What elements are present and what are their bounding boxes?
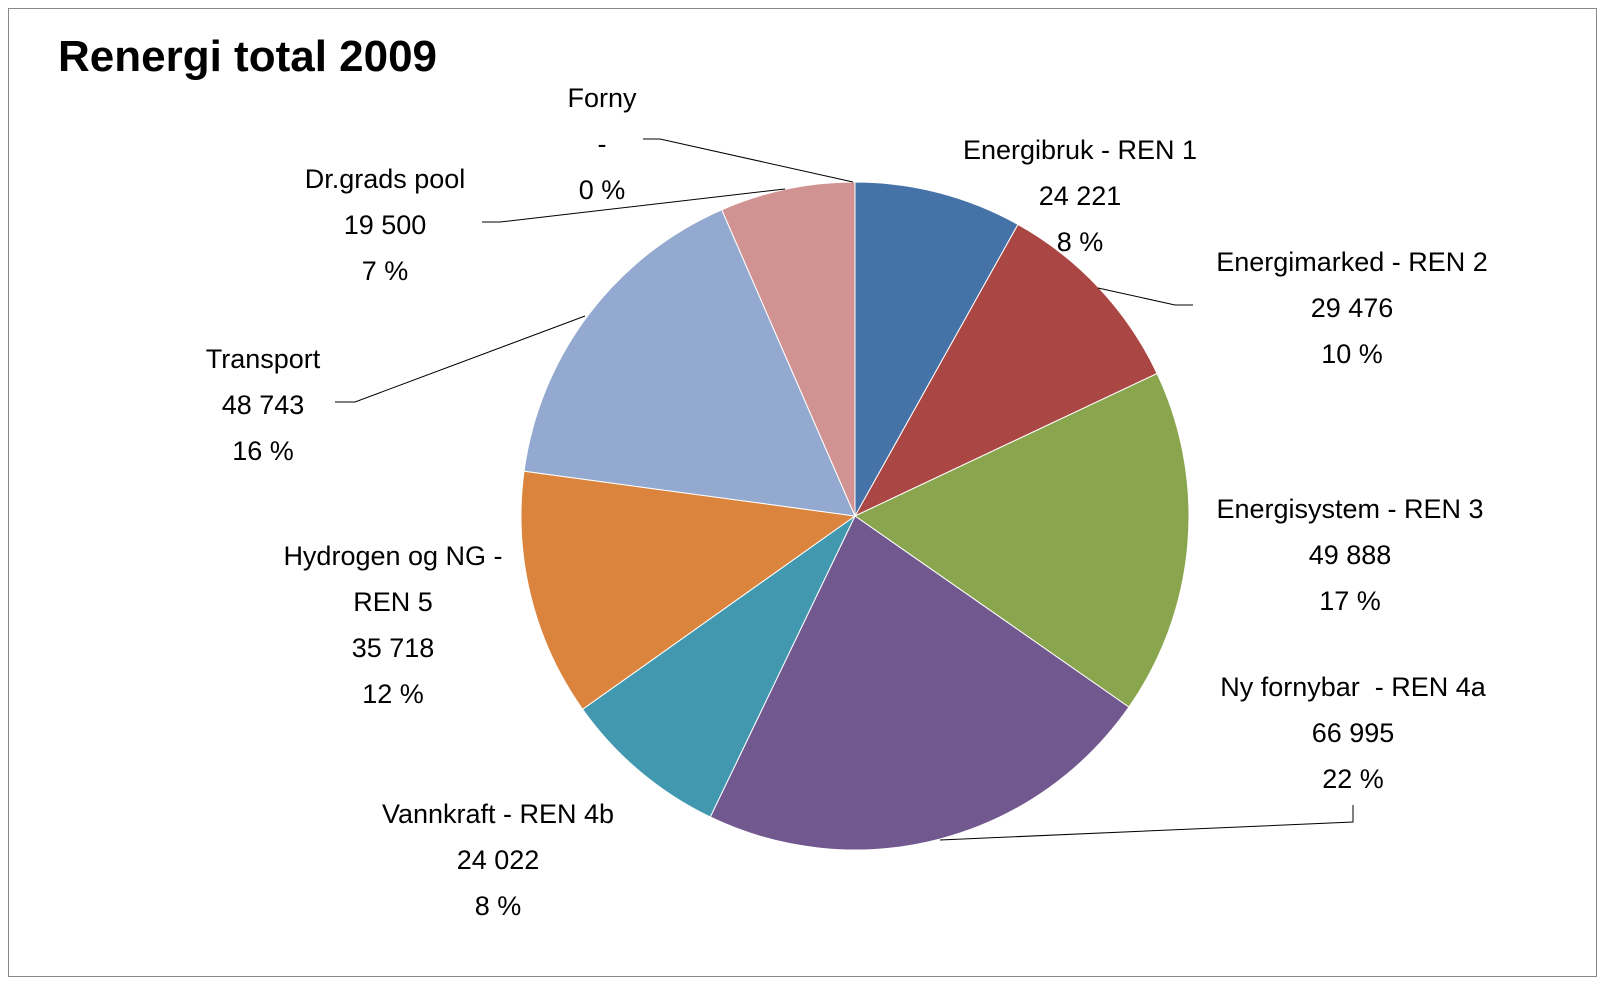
percent-label: 7 %: [361, 256, 409, 286]
pie-slice: [854, 181, 1019, 518]
chart-title: Renergi total 2009: [58, 32, 438, 81]
slice-label: Forny: [567, 83, 637, 113]
value-label: 49 888: [1308, 540, 1392, 570]
leader-line: [939, 805, 1354, 841]
slice-label: Energisystem - REN 3: [1216, 494, 1484, 524]
slice-label: Transport: [205, 344, 321, 374]
value-label: 35 718: [351, 633, 435, 663]
leader-line: [1097, 287, 1193, 306]
percent-label: 0 %: [578, 175, 626, 205]
percent-label: 16 %: [232, 436, 294, 466]
percent-label: 17 %: [1319, 586, 1381, 616]
pie-slice: [520, 470, 857, 710]
chart-border: [8, 8, 1597, 977]
leader-line: [482, 188, 786, 223]
value-label: 48 743: [221, 390, 305, 420]
value-label: 24 221: [1038, 181, 1122, 211]
leader-line: [643, 138, 854, 183]
value-label: 29 476: [1310, 293, 1394, 323]
slice-label: Ny fornybar - REN 4a: [1220, 672, 1486, 702]
percent-label: 8 %: [1056, 227, 1104, 257]
percent-label: 10 %: [1321, 339, 1383, 369]
value-label: 24 022: [456, 845, 540, 875]
percent-label: 8 %: [474, 891, 522, 921]
slice-label: Vannkraft - REN 4b: [381, 799, 615, 829]
value-label: 66 995: [1311, 718, 1395, 748]
slice-label: Energimarked - REN 2: [1216, 247, 1488, 277]
pie-slice: [854, 372, 1190, 708]
pie-slice: [581, 514, 857, 818]
slice-label: Dr.grads pool: [304, 164, 466, 194]
leader-line: [335, 315, 586, 403]
value-label: -: [597, 129, 607, 159]
value-label: 19 500: [343, 210, 427, 240]
slice-label: Energibruk - REN 1: [962, 135, 1198, 165]
slice-label: Hydrogen og NG - REN 5: [283, 541, 511, 617]
percent-label: 12 %: [362, 679, 424, 709]
pie-slice: [523, 209, 856, 517]
percent-label: 22 %: [1322, 764, 1384, 794]
